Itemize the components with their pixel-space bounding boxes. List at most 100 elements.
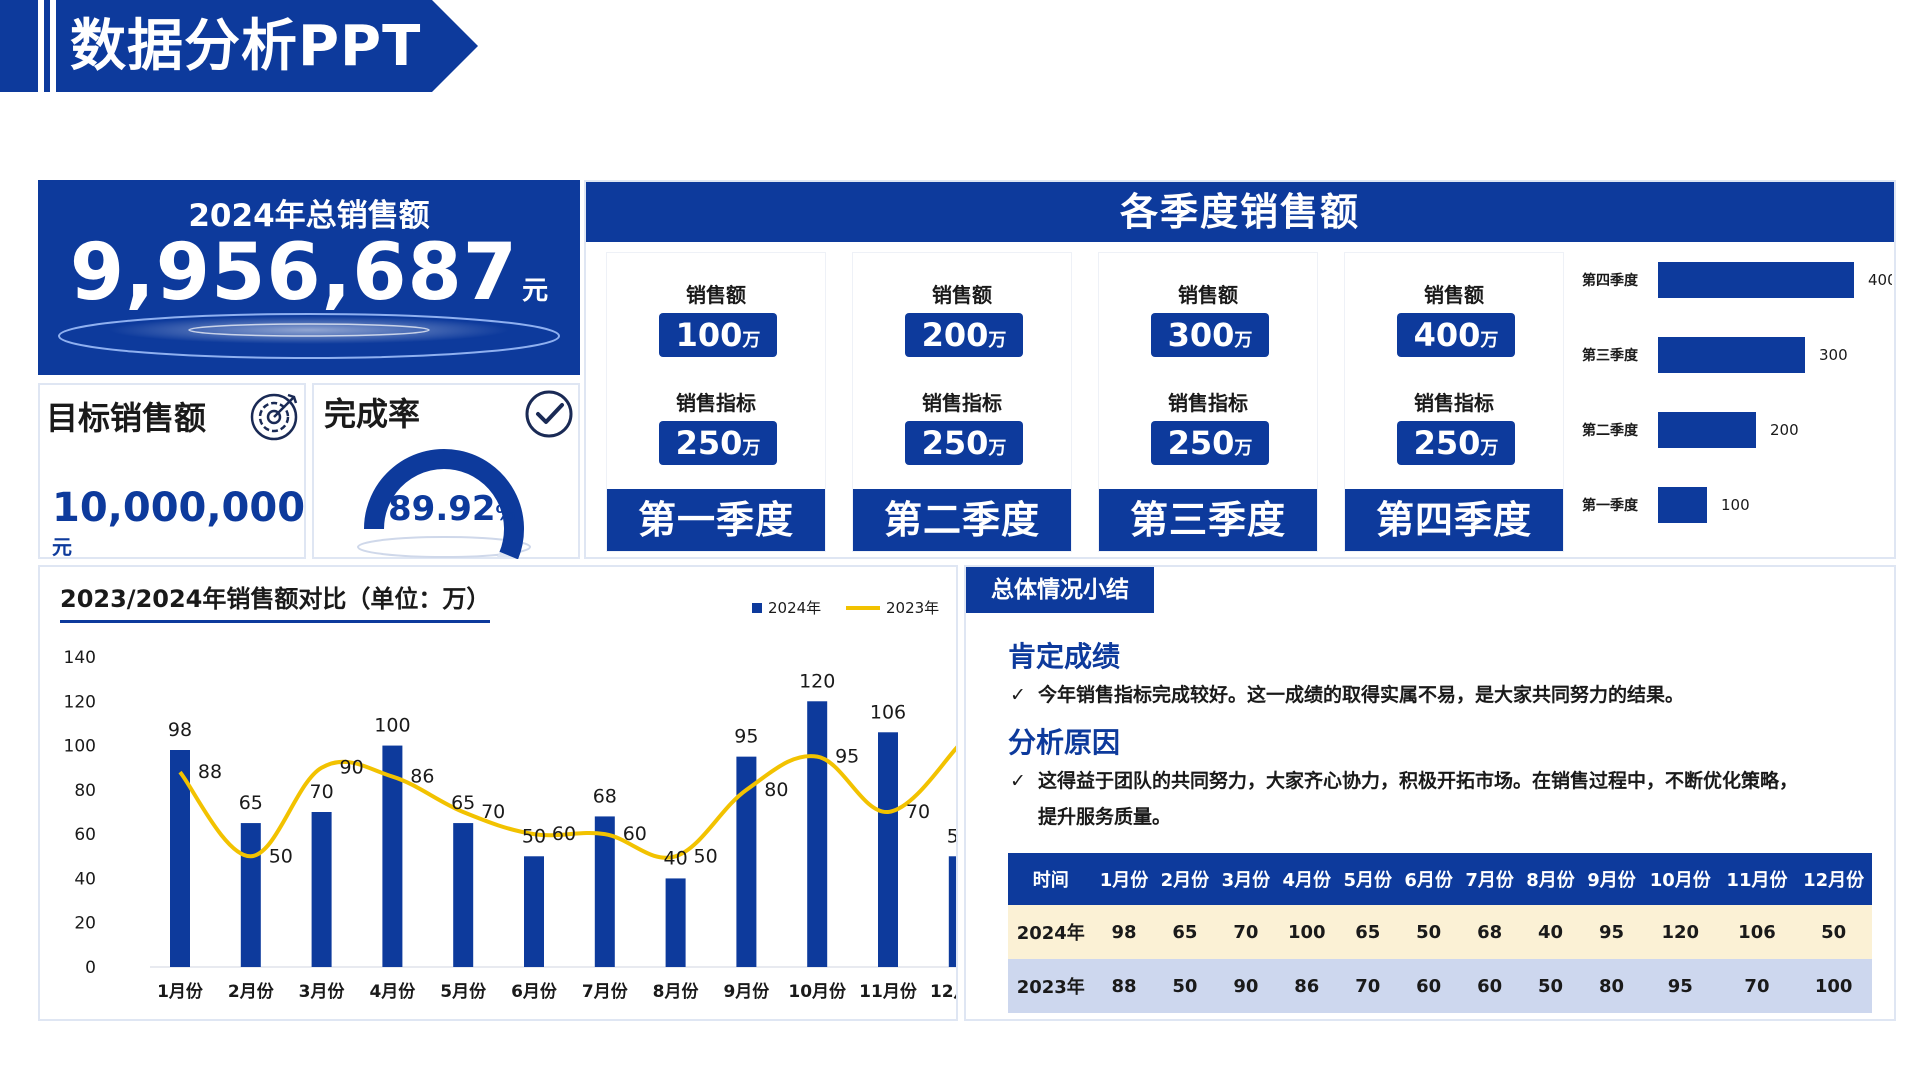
table-cell: 120 — [1641, 905, 1719, 959]
bar-2024 — [170, 750, 190, 967]
table-cell: 65 — [1154, 905, 1216, 959]
line-value-label: 70 — [906, 801, 930, 823]
quarter-target-value: 250 — [1167, 424, 1235, 462]
bar-value-label: 106 — [870, 701, 906, 723]
target-sales-value-wrap: 10,000,000 元 — [52, 485, 305, 560]
bar-2024 — [807, 701, 828, 967]
summary-card: 总体情况小结 肯定成绩 ✓ 今年销售指标完成较好。这一成绩的取得实属不易，是大家共… — [964, 565, 1896, 1021]
y-tick-label: 140 — [64, 648, 96, 668]
line-value-label: 80 — [764, 779, 788, 801]
line-value-label: 60 — [552, 823, 576, 845]
check-icon — [525, 390, 573, 438]
total-sales-value: 9,956,687 — [69, 228, 519, 318]
table-cell: 60 — [1459, 959, 1521, 1013]
y-tick-label: 60 — [74, 825, 96, 845]
target-icon — [250, 393, 298, 441]
line-value-label: 50 — [269, 845, 293, 867]
quarter-target-unit: 万 — [1480, 438, 1499, 459]
quarter-card-q4: 销售额 400万 销售指标 250万 第四季度 — [1344, 252, 1564, 552]
table-cell: 80 — [1581, 959, 1642, 1013]
quarter-sales-pill: 300万 — [1151, 313, 1269, 357]
qbar-category-label: 第一季度 — [1582, 497, 1639, 514]
y-tick-label: 0 — [85, 958, 96, 978]
table-header-month: 7月份 — [1459, 853, 1521, 905]
qbar-value-label: 400 — [1868, 271, 1892, 289]
table-header-time: 时间 — [1008, 853, 1094, 905]
quarterly-sales-title: 各季度销售额 — [586, 182, 1894, 242]
x-tick-label: 4月份 — [369, 981, 416, 1002]
qbar-bar — [1658, 412, 1756, 448]
table-cell: 88 — [1093, 959, 1155, 1013]
monthly-data-table: 时间 1月份 2月份 3月份 4月份 5月份 6月份 7月份 8月份 9月份 10月份 11月份 12月… — [1008, 853, 1872, 1013]
y-tick-label: 100 — [64, 737, 96, 757]
header-banner: 数据分析PPT — [0, 0, 490, 92]
bar-2024 — [594, 816, 615, 967]
quarter-target-value: 250 — [921, 424, 989, 462]
bar-value-label: 70 — [310, 781, 334, 803]
quarter-sales-value: 100 — [675, 316, 743, 354]
table-header-month: 12月份 — [1795, 853, 1872, 905]
quarter-sales-value: 400 — [1413, 316, 1481, 354]
table-header-month: 3月份 — [1215, 853, 1277, 905]
sales-comparison-chart: 0 20 40 60 80 100 120 140 98 65 70 100 65 50 68 40 95 120… — [64, 599, 956, 1002]
header-shape — [0, 0, 478, 92]
x-tick-label: 2月份 — [228, 981, 275, 1002]
summary-paragraph-2-line-2: 提升服务质量。 — [1038, 806, 1172, 828]
bar-value-label: 68 — [593, 785, 617, 807]
bar-value-label: 50 — [947, 825, 956, 847]
quarter-target-value: 250 — [675, 424, 743, 462]
y-tick-label: 40 — [74, 869, 96, 889]
table-header-month: 8月份 — [1520, 853, 1582, 905]
line-value-label: 95 — [835, 746, 859, 768]
quarter-sales-unit: 万 — [988, 330, 1007, 351]
quarterly-sales-panel: 各季度销售额 销售额 100万 销售指标 250万 第一季度 销售额 200万 … — [584, 180, 1896, 559]
legend-label-2023: 2023年 — [886, 599, 939, 617]
total-sales-value-wrap: 9,956,687 元 — [38, 228, 580, 318]
bar-2024 — [878, 732, 898, 967]
line-2023 — [178, 745, 956, 860]
quarter-sales-pill: 100万 — [659, 313, 777, 357]
table-row-label: 2023年 — [1008, 959, 1094, 1013]
qbar-bar — [1658, 337, 1805, 373]
line-value-label: 88 — [198, 761, 222, 783]
check-mark-icon: ✓ — [1010, 770, 1026, 792]
quarter-target-pill: 250万 — [1397, 421, 1515, 465]
bar-value-label: 100 — [374, 715, 410, 737]
completion-gauge — [357, 449, 531, 559]
completion-rate-unit: % — [495, 501, 516, 525]
bar-2024 — [453, 823, 474, 967]
target-sales-unit: 元 — [52, 535, 72, 559]
y-tick-label: 120 — [64, 692, 96, 712]
quarter-target-label: 销售指标 — [922, 391, 1002, 415]
bar-value-label: 95 — [734, 726, 758, 748]
line-value-label: 86 — [410, 766, 434, 788]
qbar-category-label: 第四季度 — [1582, 272, 1639, 289]
y-tick-label: 80 — [74, 781, 96, 801]
table-cell: 70 — [1718, 959, 1796, 1013]
qbar-bar — [1658, 487, 1707, 523]
x-tick-label: 10月份 — [788, 981, 847, 1002]
quarter-sales-value: 300 — [1167, 316, 1235, 354]
legend-swatch-2024 — [752, 603, 762, 613]
quarter-card-q2: 销售额 200万 销售指标 250万 第二季度 — [852, 252, 1072, 552]
quarter-target-unit: 万 — [742, 438, 761, 459]
table-cell: 40 — [1520, 905, 1582, 959]
bar-2024 — [524, 856, 544, 967]
table-cell: 100 — [1795, 959, 1872, 1013]
summary-paragraph-2-line-1: 这得益于团队的共同努力，大家齐心协力，积极开拓市场。在销售过程中，不断优化策略， — [1038, 770, 1799, 792]
table-cell: 50 — [1795, 905, 1872, 959]
line-value-label: 70 — [481, 801, 505, 823]
quarter-target-value: 250 — [1413, 424, 1481, 462]
target-sales-value: 10,000,000 — [52, 485, 306, 531]
summary-paragraph-1: 今年销售指标完成较好。这一成绩的取得实属不易，是大家共同努力的结果。 — [1038, 684, 1685, 706]
quarter-sales-label: 销售额 — [1424, 283, 1484, 307]
table-cell: 70 — [1215, 905, 1277, 959]
quarter-name: 第三季度 — [1099, 489, 1317, 551]
bar-value-label: 98 — [168, 719, 192, 741]
quarter-card-q1: 销售额 100万 销售指标 250万 第一季度 — [606, 252, 826, 552]
summary-text-achievement: ✓ 今年销售指标完成较好。这一成绩的取得实属不易，是大家共同努力的结果。 — [1010, 677, 1870, 713]
bar-2024 — [311, 812, 332, 967]
completion-rate-value-wrap: 89.92% — [388, 489, 516, 529]
line-value-label: 60 — [623, 823, 647, 845]
summary-tab: 总体情况小结 — [966, 567, 1154, 613]
